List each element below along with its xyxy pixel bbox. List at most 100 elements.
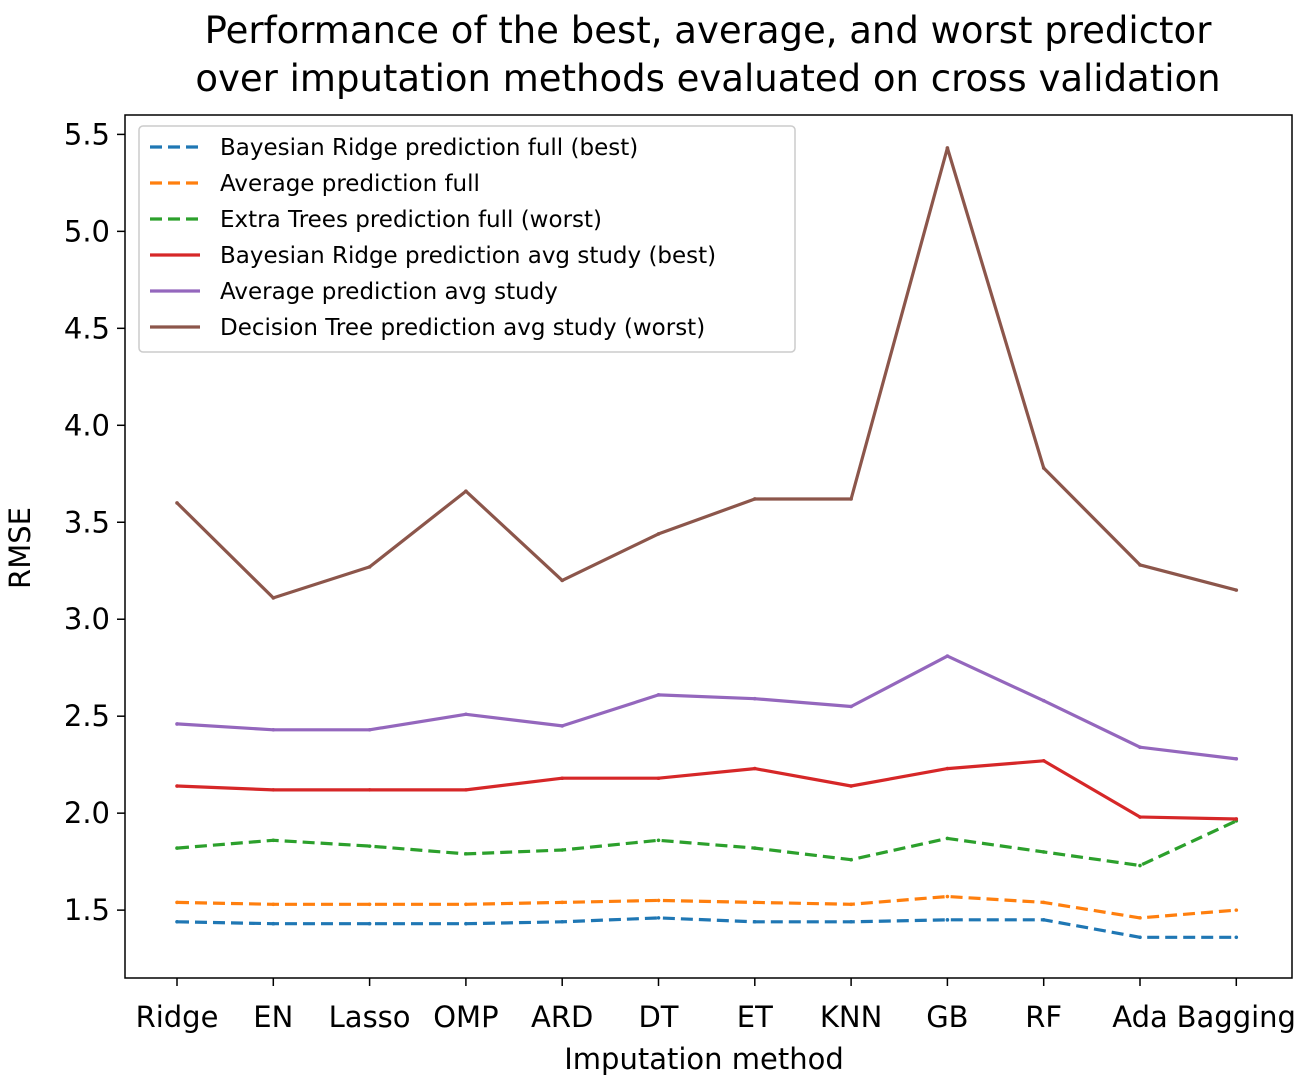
series-point xyxy=(175,722,179,726)
series-point xyxy=(1138,745,1142,750)
series-point xyxy=(175,900,179,905)
series-point xyxy=(271,727,276,732)
series-point xyxy=(656,693,661,697)
series-point xyxy=(560,919,564,924)
series-point xyxy=(945,918,950,922)
y-tick-label: 3.0 xyxy=(64,602,110,636)
legend-entries: Bayesian Ridge prediction full (best) Ave… xyxy=(150,135,716,341)
series-point xyxy=(1138,935,1142,940)
series-point xyxy=(849,902,853,907)
series-point xyxy=(753,846,757,850)
series-point xyxy=(656,916,661,920)
x-tick-label: Ridge xyxy=(136,1000,219,1034)
series-point xyxy=(945,894,950,899)
series-point xyxy=(464,712,468,717)
series-point xyxy=(175,501,179,505)
series-point xyxy=(849,497,853,501)
series-point xyxy=(175,846,179,850)
series-line xyxy=(176,759,1237,821)
legend-label: Extra Trees prediction full (worst) xyxy=(220,207,602,233)
series-point xyxy=(464,921,468,926)
series-point xyxy=(849,784,853,788)
series-point xyxy=(753,766,757,771)
series-point xyxy=(271,921,276,926)
series-point xyxy=(1234,817,1239,821)
series-point xyxy=(1041,900,1046,905)
series-point xyxy=(271,838,276,843)
series-point xyxy=(367,921,372,926)
x-tick-label: ET xyxy=(737,1000,773,1034)
series-point xyxy=(945,836,950,841)
series-point xyxy=(464,489,468,494)
series-point xyxy=(656,532,661,536)
legend-frame xyxy=(138,125,796,353)
y-tick-label: 4.0 xyxy=(64,408,110,442)
series-point xyxy=(560,848,564,852)
series-point xyxy=(464,852,468,856)
y-tick-label: 5.5 xyxy=(64,117,110,151)
y-tick-label: 4.5 xyxy=(64,311,110,345)
series-point xyxy=(1041,850,1046,854)
series-point xyxy=(1234,588,1239,592)
series-point xyxy=(849,857,853,862)
x-axis-ticks: Ridge EN Lasso OMP ARD DT ET KNN GB RF Ada Bagging xyxy=(136,978,1296,1034)
series-point xyxy=(560,578,564,583)
series-point xyxy=(1234,935,1239,940)
series-point xyxy=(1041,758,1046,763)
series-point xyxy=(560,776,564,781)
legend-label: Average prediction full xyxy=(220,171,480,197)
legend-label: Average prediction avg study xyxy=(220,279,558,305)
y-axis-label: RMSE xyxy=(3,507,37,589)
y-tick-label: 5.0 xyxy=(64,214,110,248)
chart-title-line-1: Performance of the best, average, and wo… xyxy=(205,9,1213,52)
series-line xyxy=(175,146,1237,600)
series-point xyxy=(367,788,372,792)
legend-label: Decision Tree prediction avg study (wors… xyxy=(220,315,705,341)
series-point xyxy=(945,654,950,658)
series-point xyxy=(1041,466,1046,470)
series-point xyxy=(656,776,661,781)
series-point xyxy=(849,919,853,924)
x-tick-label: Ada xyxy=(1112,1000,1168,1034)
series-point xyxy=(1138,563,1142,567)
series-point xyxy=(656,838,661,843)
series-point xyxy=(1234,908,1239,912)
series-point xyxy=(560,724,564,728)
series-point xyxy=(367,727,372,732)
x-tick-label: KNN xyxy=(820,1000,882,1034)
series-point xyxy=(753,919,757,924)
legend-label: Bayesian Ridge prediction avg study (bes… xyxy=(220,243,716,269)
series-point xyxy=(367,902,372,907)
series-point xyxy=(464,788,468,792)
series-5 xyxy=(175,654,1239,761)
series-point xyxy=(753,900,757,905)
series-point xyxy=(367,844,372,848)
series-4 xyxy=(175,758,1239,821)
series-1 xyxy=(175,916,1239,940)
series-point xyxy=(175,919,179,924)
series-6 xyxy=(175,146,1239,600)
legend-label: Bayesian Ridge prediction full (best) xyxy=(220,135,638,161)
series-point xyxy=(464,902,468,907)
series-point xyxy=(1041,698,1046,703)
y-tick-label: 3.5 xyxy=(64,505,110,539)
series-point xyxy=(271,788,276,792)
x-tick-label: EN xyxy=(253,1000,293,1034)
series-point xyxy=(367,565,372,569)
x-tick-label: ARD xyxy=(531,1000,593,1034)
y-tick-label: 2.0 xyxy=(64,796,110,830)
series-point xyxy=(945,146,950,150)
y-tick-label: 2.5 xyxy=(64,699,110,733)
y-axis-ticks: 1.5 2.0 2.5 3.0 3.5 4.0 4.5 5.0 5.5 xyxy=(64,117,125,927)
series-point xyxy=(753,696,757,701)
plot-frame xyxy=(124,114,1293,979)
series-point xyxy=(945,766,950,771)
series-2 xyxy=(175,894,1239,920)
series-point xyxy=(1138,916,1142,920)
chart-title-line-2: over imputation methods evaluated on cro… xyxy=(195,57,1220,100)
series-point xyxy=(1138,815,1142,819)
series-line xyxy=(176,654,1237,761)
series-point xyxy=(656,898,661,903)
series-layer xyxy=(175,146,1239,940)
